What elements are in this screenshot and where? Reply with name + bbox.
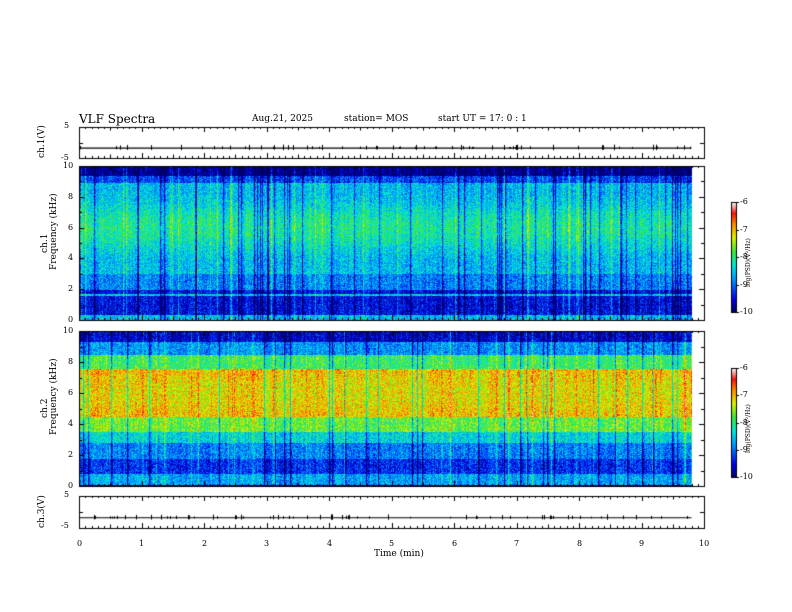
ch1-spec-ytick: 4 [68, 253, 74, 262]
ch1-colorbar-tick: -9 [740, 280, 748, 289]
ch1-spec-ytick: 6 [68, 223, 74, 232]
x-axis-tick: 7 [514, 539, 520, 548]
x-axis-tick: 5 [389, 539, 395, 548]
ch1-colorbar-tick: -6 [740, 197, 748, 206]
ch2-spec-ytick: 10 [63, 326, 74, 335]
station-label: station= MOS [344, 114, 409, 124]
ch2-colorbar-tick: -7 [740, 390, 748, 399]
x-axis-tick: 1 [139, 539, 145, 548]
x-axis-label: Time (min) [374, 549, 424, 559]
ch1-spec-ytick: 2 [68, 284, 74, 293]
ch1-spec-ylabel-line2: Frequency (kHz) [49, 193, 59, 270]
ch2-spec-ylabel-line2: Frequency (kHz) [49, 358, 59, 435]
x-axis-tick: 0 [77, 539, 83, 548]
ch1-spec-ytick: 10 [63, 161, 74, 170]
ch1-spec-ytick: 0 [68, 315, 74, 324]
figure-title: VLF Spectra [79, 112, 156, 126]
ch3-voltage-ylabel: ch.3(V) [37, 495, 47, 528]
ch2-spec-ytick: 0 [68, 481, 74, 490]
date-label: Aug.21, 2025 [252, 114, 313, 124]
ch2-colorbar-tick: -8 [740, 418, 748, 427]
start-time-label: start UT = 17: 0 : 1 [438, 114, 527, 124]
x-axis-tick: 6 [452, 539, 458, 548]
x-axis-tick: 10 [699, 539, 710, 548]
ch3-ytick-bottom: -5 [61, 521, 69, 530]
x-axis-tick: 9 [639, 539, 645, 548]
ch3-ytick-top: 5 [64, 490, 70, 499]
ch1-voltage-ylabel: ch.1(V) [37, 125, 47, 158]
x-axis-tick: 2 [202, 539, 208, 548]
ch1-ytick-top: 5 [64, 121, 70, 130]
x-axis-tick: 4 [327, 539, 333, 548]
ch1-ytick-bottom: -5 [61, 153, 69, 162]
x-axis-tick: 3 [264, 539, 270, 548]
ch2-colorbar-tick: -10 [740, 472, 753, 481]
x-axis-tick: 8 [577, 539, 583, 548]
ch1-spec-ytick: 8 [68, 192, 74, 201]
ch2-spec-ytick: 8 [68, 357, 74, 366]
ch2-colorbar-tick: -6 [740, 363, 748, 372]
ch2-colorbar-tick: -9 [740, 445, 748, 454]
ch1-colorbar-tick: -8 [740, 252, 748, 261]
ch2-spec-ytick: 4 [68, 419, 74, 428]
ch1-colorbar-tick: -10 [740, 307, 753, 316]
ch1-colorbar-tick: -7 [740, 225, 748, 234]
ch2-spec-ytick: 2 [68, 450, 74, 459]
ch2-spec-ytick: 6 [68, 388, 74, 397]
